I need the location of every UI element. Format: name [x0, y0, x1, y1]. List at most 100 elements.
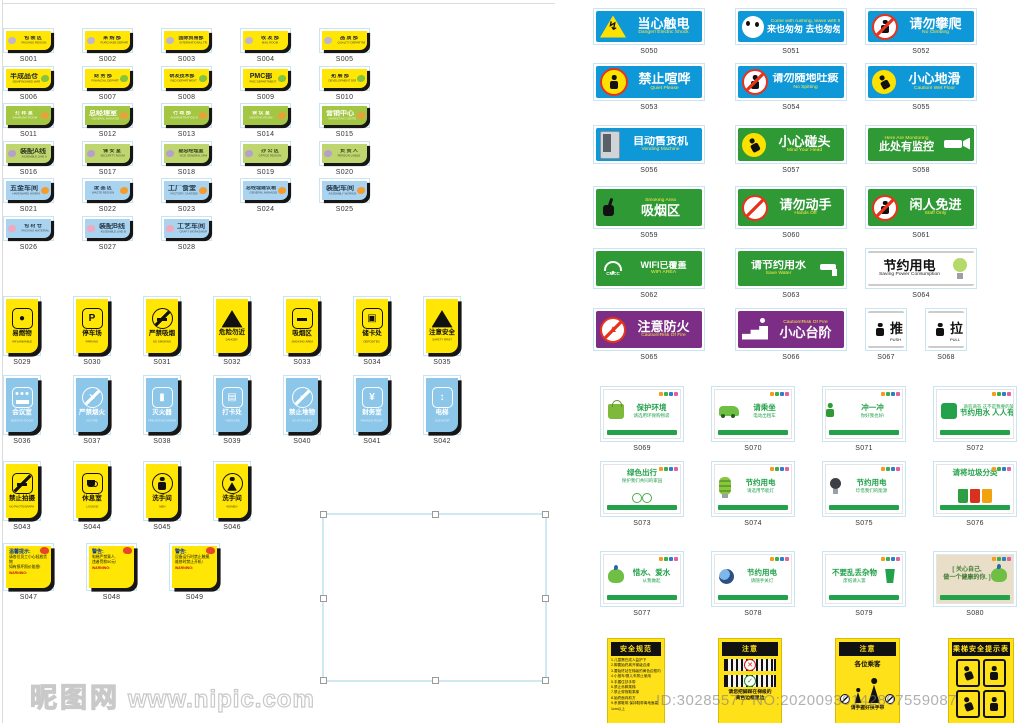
empty-selection-rectangle[interactable]: [320, 511, 549, 684]
plant-icon: [990, 564, 1007, 582]
goldfish-icon: [120, 187, 128, 194]
sign-title-en: PACKING MATERIAL: [21, 228, 49, 233]
door-sign-plate: 营销中心 MARKETING CENTER: [322, 106, 367, 125]
sign-selection-frame: ↯ 当心触电 Danger! Electric Shock: [593, 8, 705, 45]
sign-title-zh: 洗手间: [152, 495, 172, 503]
bulb-icon: [950, 257, 970, 280]
door-sign-plate: 办 公 区 OFFICE REGION: [243, 144, 288, 163]
sign-title-en: PURCHASE DEPARTMENT: [100, 40, 128, 45]
artboard-left-edge: [2, 0, 3, 723]
selection-handle[interactable]: [542, 594, 549, 602]
sign-title-en: CRAFT WORKSHOP: [179, 229, 207, 234]
sign-title-zh: 灭火器: [152, 409, 172, 417]
sign-code: S026: [19, 244, 38, 251]
sign-title-zh: 储卡处: [362, 330, 382, 338]
vertical-sign-plate: ▮ 灭火器 FIRE EXTINGUISHER: [146, 378, 178, 432]
sign-title-en: Here Are Monitoring: [884, 135, 929, 141]
sign-selection-frame: 洗手间 MEN: [143, 461, 181, 521]
no-ring-icon: [885, 694, 895, 704]
pull-figure-icon: [934, 323, 946, 337]
safety-sign: Smoking Area 吸烟区 S059: [593, 186, 705, 239]
pinkfish-icon: [87, 225, 95, 232]
vertical-sign-plate: ↯ 危险勿近 DANGER: [216, 299, 248, 353]
sign-selection-frame: Here Are Monitoring 此处有监控: [865, 125, 977, 164]
eco-brand-logo: [770, 467, 789, 471]
sign-code: S053: [640, 104, 658, 111]
safety-sign-plate: 拉 PULL: [928, 311, 964, 348]
sign-selection-frame: 工艺车间 CRAFT WORKSHOP: [161, 216, 212, 241]
selection-handle[interactable]: [320, 677, 327, 684]
sign-title-zh: 来也匆匆 去也匆匆: [767, 23, 840, 34]
selection-handle[interactable]: [431, 511, 439, 518]
finance-icon: ¥: [361, 387, 383, 409]
eco-footer-bar: [940, 595, 1010, 600]
sign-title-en: NO SMOKING: [152, 339, 172, 344]
sign-title-zh: 节约用电: [856, 478, 887, 488]
pictogram-box: [956, 659, 980, 687]
selection-handle[interactable]: [542, 677, 549, 684]
door-sign-row: 打 样 室 SAMPLING ROOM S011 总经理室 GENERAL MANAGE…: [3, 103, 370, 138]
pinkfish-icon: [8, 225, 16, 232]
eco-sign-plate: 不要乱丢杂物 废纸请入篓: [825, 554, 903, 604]
eco-brand-logo: [881, 557, 900, 561]
eco-brand-logo: [770, 557, 789, 561]
notice-line: 请各位员工小心轻放货物: [9, 555, 47, 565]
rabbit-icon: [8, 150, 16, 157]
sign-title-zh: 装配A线: [19, 148, 47, 155]
sign-title-zh: 副总经理室: [178, 149, 204, 154]
sign-code: S075: [855, 520, 873, 527]
selection-handle[interactable]: [431, 677, 439, 684]
sign-title-en: QUALITY DEPARTMENT: [337, 40, 365, 45]
sign-title-en: VICE GENERAL MANAGER OFFICE: [179, 153, 207, 158]
safety-sign-plate: 节约用电 Saving Power Consumption: [868, 251, 974, 286]
door-sign: 打 样 室 SAMPLING ROOM S011: [3, 103, 54, 138]
vertical-sign-plate: ▬ 严禁吸烟 NO SMOKING: [146, 299, 178, 353]
sign-title-zh: 注意防火: [637, 319, 690, 334]
sign-title-zh: 工厂食堂: [168, 185, 196, 192]
safety-sign-plate: 自动售货机 Vending Machine: [596, 128, 702, 161]
sign-title-en: ASSEMBLE LINE A: [21, 154, 47, 159]
eco-footer-bar: [607, 430, 677, 435]
rabbit-icon: [245, 150, 253, 157]
eco-footer-bar: [940, 430, 1010, 435]
eco-sign: 节约用电 珍惜我们的能源 S075: [822, 461, 906, 527]
sign-code: S034: [363, 359, 381, 366]
vertical-sign: ¥ 财务室 FINANCE ROOM S041: [353, 375, 391, 445]
sign-code: S016: [19, 169, 38, 176]
toilet-icon: [830, 403, 844, 419]
safety-sign: 禁止喧哗 Quiet Please S053: [593, 63, 705, 111]
sign-selection-frame: [ 关心自己, 做一个健康的你. ]: [933, 551, 1017, 607]
sign-title-zh: 请节约用水: [751, 259, 806, 271]
door-sign-plate: 研发技术部 R&D DEPARTMENT: [164, 69, 209, 88]
nosmoke-icon: ▬: [151, 308, 173, 330]
vertical-sign-plate: 休息室 LOUNGE: [76, 464, 108, 518]
selection-handle[interactable]: [320, 511, 327, 518]
sign-title-zh2: 做一个健康的你. ]: [943, 575, 991, 581]
vertical-sign-plate: ▣ 储卡处 DEPOSITED: [356, 299, 388, 353]
sign-title-en: Hands Off: [794, 210, 817, 217]
door-sign: 收 发 部 MAIL ROOM S004: [240, 28, 291, 63]
sign-title-en: Caution! Wet Floor: [913, 85, 956, 91]
sign-title-zh: 总经理室: [89, 110, 117, 117]
sign-title-zh: 研发技术部: [169, 74, 195, 79]
selection-handle[interactable]: [542, 511, 549, 518]
sign-code: S071: [855, 445, 873, 452]
sign-code: S015: [335, 131, 354, 138]
selection-handle[interactable]: [320, 594, 327, 602]
sign-title-en: ASSEMBLY WORKSHOP: [328, 191, 356, 196]
sign-title-zh: 绿色出行: [627, 468, 657, 477]
rule-item: 3.要始终站在梯级的黄色边框内: [611, 668, 661, 673]
sign-selection-frame: CMCC WIFI已覆盖 WIFI AREA: [593, 248, 705, 289]
sign-title-en: Come with rushing, leave with flushing: [770, 18, 840, 24]
eco-footer-bar: [829, 430, 899, 435]
escalator-rules-list: 1.儿童需在成人监护下 2.脚要始终离开梯级边缘 3.要始终站在梯级的黄色边框内 4.…: [611, 658, 661, 712]
door-sign-plate: 废 品 区 WASTE REGION: [85, 181, 130, 200]
sign-title-en: PMC DEPARTMENT: [249, 79, 277, 84]
vertical-sign: 会议室 MEETING ROOM S036: [3, 375, 41, 445]
